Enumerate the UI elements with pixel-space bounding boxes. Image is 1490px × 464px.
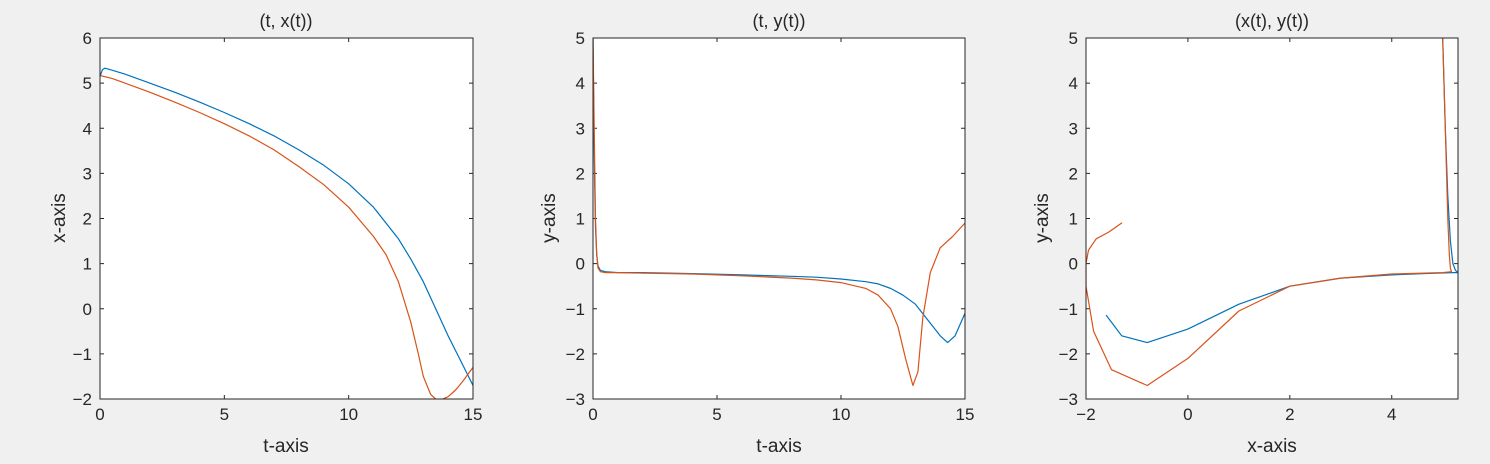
y-tick-label: 1 <box>83 255 92 274</box>
y-tick-label: 3 <box>1069 119 1078 138</box>
axes-box <box>99 37 474 400</box>
axes-box <box>1085 37 1459 400</box>
y-tick-label: 0 <box>83 300 92 319</box>
x-tick-label: 0 <box>1183 405 1192 424</box>
x-tick-label: 2 <box>1285 405 1294 424</box>
y-tick-label: 4 <box>576 74 585 93</box>
y-axis-label: y-axis <box>1032 193 1053 243</box>
y-tick-label: −1 <box>566 300 585 319</box>
y-axis-label: x-axis <box>49 193 70 243</box>
x-axis-label: x-axis <box>1247 436 1297 457</box>
subplot-x-of-t: (t, x(t)) t-axis x-axis 0 5 10 15 −2 −1 0 1 2 3 4… <box>49 11 482 457</box>
plot-area <box>100 38 473 399</box>
x-tick-label: 4 <box>1387 405 1396 424</box>
series-2-line <box>100 74 473 399</box>
y-tick-label: 4 <box>83 119 92 138</box>
y-tick-label: 0 <box>576 255 585 274</box>
x-tick-label: 0 <box>95 405 104 424</box>
x-tick-label: 15 <box>956 405 975 424</box>
y-tick-label: 3 <box>576 119 585 138</box>
plot-title: (x(t), y(t)) <box>1235 11 1309 31</box>
y-tick-label: 0 <box>1069 255 1078 274</box>
y-tick-label: 6 <box>83 29 92 48</box>
y-tick-label: 4 <box>1069 74 1078 93</box>
x-axis-label: t-axis <box>756 436 801 457</box>
series-1-line <box>100 67 473 387</box>
axes-box <box>592 37 966 400</box>
plot-area <box>1086 38 1458 399</box>
x-tick-label: 5 <box>220 405 229 424</box>
y-tick-label: 2 <box>83 210 92 229</box>
x-tick-label: 10 <box>832 405 851 424</box>
y-tick-label: −2 <box>73 390 92 409</box>
y-tick-label: −3 <box>1059 390 1078 409</box>
y-tick-label: −2 <box>566 345 585 364</box>
y-tick-label: −1 <box>73 345 92 364</box>
plot-area <box>593 38 965 399</box>
y-tick-label: 1 <box>1069 210 1078 229</box>
x-axis-label: t-axis <box>263 436 308 457</box>
y-tick-label: 5 <box>576 29 585 48</box>
y-tick-label: −3 <box>566 390 585 409</box>
subplot-y-of-x: (x(t), y(t)) x-axis y-axis −2 0 2 4 −3−2−10… <box>1032 11 1459 457</box>
x-tick-label: 5 <box>712 405 721 424</box>
series-2-line <box>1086 38 1453 387</box>
y-tick-label: −2 <box>1059 345 1078 364</box>
series-2-line <box>593 38 965 387</box>
y-tick-label: 3 <box>83 164 92 183</box>
subplot-y-of-t: (t, y(t)) t-axis y-axis 0 5 10 15 −3 −2 −1 0 1 2… <box>539 11 974 457</box>
y-tick-label: 5 <box>83 74 92 93</box>
y-tick-label: 5 <box>1069 29 1078 48</box>
x-tick-label: 0 <box>588 405 597 424</box>
y-axis-label: y-axis <box>539 193 560 243</box>
y-tick-label: 2 <box>576 164 585 183</box>
plot-title: (t, y(t)) <box>753 11 806 31</box>
plot-title: (t, x(t)) <box>260 11 313 31</box>
y-tick-label: 2 <box>1069 164 1078 183</box>
x-tick-label: 10 <box>339 405 358 424</box>
y-tick-label: −1 <box>1059 300 1078 319</box>
x-tick-label: 15 <box>464 405 483 424</box>
y-tick-label: 1 <box>576 210 585 229</box>
x-tick-label: −2 <box>1076 405 1095 424</box>
